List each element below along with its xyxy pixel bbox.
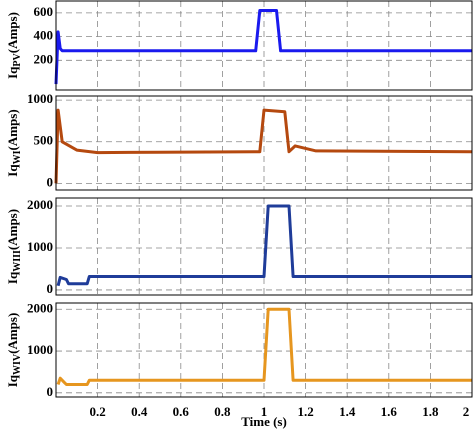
y-label-unit: (Amps): [5, 209, 20, 250]
y-label-unit: (Amps): [5, 109, 20, 150]
y-tick-label: 0: [47, 174, 54, 189]
plot-frame: [55, 95, 473, 191]
y-axis-label: IqWI(Amps): [5, 109, 23, 176]
y-label-sub: PV: [12, 53, 23, 67]
y-label-sub: WI: [12, 150, 23, 164]
x-tick-label: 0.2: [89, 404, 105, 419]
x-tick-label: 2: [463, 404, 470, 419]
plot-frame: [55, 302, 473, 398]
y-tick-label: 1000: [27, 342, 53, 357]
x-axis-label: Time (s): [241, 414, 287, 429]
y-label-sub: WIII: [12, 250, 23, 272]
y-tick-label: 400: [34, 28, 54, 43]
x-tick-label: 1.6: [381, 404, 398, 419]
y-axis-label: IqWIII(Amps): [5, 209, 23, 284]
y-tick-label: 200: [34, 51, 54, 66]
y-tick-label: 2000: [27, 300, 53, 315]
y-label-unit: (Amps): [5, 12, 20, 53]
plot-frame: [55, 197, 473, 296]
y-tick-label: 1000: [27, 91, 53, 106]
y-tick-label: 1000: [27, 239, 53, 254]
y-tick-label: 500: [34, 133, 54, 148]
y-label-main: Iq: [5, 271, 20, 284]
x-tick-label: 1.2: [297, 404, 313, 419]
y-tick-label: 0: [47, 281, 54, 296]
y-label-main: Iq: [5, 374, 20, 387]
y-axis-label: IqWIV(Amps): [5, 313, 23, 388]
y-label-main: Iq: [5, 66, 20, 79]
plot-frame: [55, 0, 473, 91]
data-line: [54, 9, 472, 85]
data-line: [54, 108, 473, 184]
x-tick-label: 1.8: [422, 404, 439, 419]
x-tick-label: 1: [261, 404, 268, 419]
y-axis-label: IqPV(Amps): [5, 12, 23, 79]
data-line: [56, 307, 472, 386]
x-tick-label: 0.6: [173, 404, 190, 419]
y-tick-label: 2000: [27, 197, 53, 212]
x-tick-label: 0.4: [131, 404, 148, 419]
data-line: [56, 204, 472, 287]
x-tick-label: 0.8: [214, 404, 231, 419]
y-label-sub: WIV: [12, 353, 23, 375]
y-tick-label: 0: [47, 384, 54, 399]
y-label-unit: (Amps): [5, 313, 20, 354]
y-label-main: Iq: [5, 164, 20, 177]
y-tick-label: 600: [34, 4, 54, 19]
x-tick-label: 1.4: [339, 404, 356, 419]
